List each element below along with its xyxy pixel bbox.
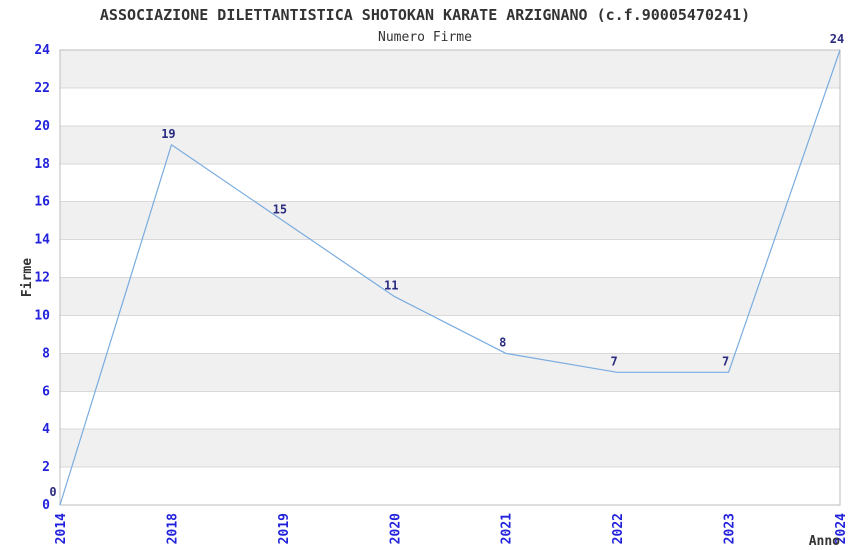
value-label: 7 [611,354,618,368]
y-tick-label: 0 [42,498,50,513]
y-tick-label: 14 [34,233,50,248]
y-tick-label: 16 [34,195,50,210]
value-label: 7 [722,354,729,368]
grid-band [60,125,840,164]
y-tick-label: 10 [34,308,50,323]
y-tick-label: 4 [42,422,50,437]
y-tick-label: 2 [42,460,50,475]
x-tick-label: 2022 [611,513,626,544]
y-tick-label: 8 [42,346,50,361]
grid-band [60,429,840,468]
series-line [59,49,841,506]
y-tick-label: 20 [34,119,50,134]
x-tick-label: 2019 [277,513,292,544]
grid-band [60,277,840,316]
y-tick-label: 22 [34,81,50,96]
x-tick-label: 2021 [500,513,515,544]
chart-title: ASSOCIAZIONE DILETTANTISTICA SHOTOKAN KA… [100,6,750,24]
value-label: 19 [161,127,175,141]
grid-band [60,50,840,88]
y-axis-title: Firme [20,258,35,297]
chart-subtitle: Numero Firme [378,30,472,45]
x-tick-label: 2020 [388,513,403,544]
y-tick-label: 18 [34,157,50,172]
y-tick-label: 6 [42,384,50,399]
y-tick-label: 24 [34,43,50,58]
value-label: 8 [499,335,506,349]
y-tick-label: 12 [34,271,50,286]
x-tick-label: 2024 [834,513,849,544]
grid-band [60,201,840,240]
x-tick-label: 2014 [54,513,69,544]
plot-border [59,49,841,506]
value-label: 15 [273,203,287,217]
x-tick-label: 2018 [165,513,180,544]
value-label: 11 [384,278,398,292]
value-label: 0 [49,485,56,499]
x-tick-label: 2023 [723,513,738,544]
x-axis-title: Anno [809,534,840,549]
value-label: 24 [830,32,844,46]
